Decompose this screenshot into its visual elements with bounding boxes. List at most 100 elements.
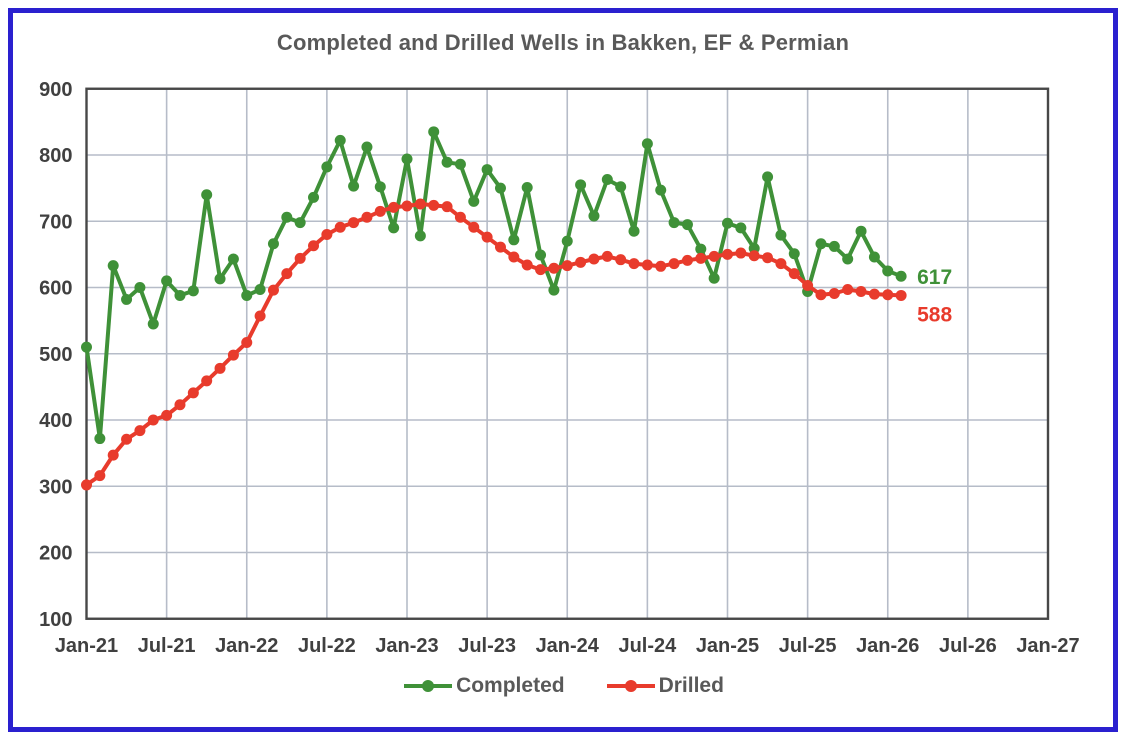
data-point bbox=[468, 195, 480, 207]
data-point bbox=[508, 251, 520, 263]
x-axis-tick-label: Jan-24 bbox=[536, 635, 600, 657]
data-point bbox=[187, 285, 199, 297]
legend-label-drilled: Drilled bbox=[658, 674, 724, 697]
x-axis-tick-label: Jul-22 bbox=[298, 635, 356, 657]
x-axis-tick-label: Jan-25 bbox=[696, 635, 759, 657]
chart-title: Completed and Drilled Wells in Bakken, E… bbox=[276, 30, 850, 55]
data-point bbox=[494, 182, 506, 194]
data-point bbox=[227, 349, 239, 361]
data-point bbox=[882, 289, 894, 301]
data-point bbox=[521, 181, 533, 193]
data-point bbox=[254, 310, 266, 322]
x-axis-tick-label: Jul-23 bbox=[458, 635, 516, 657]
data-point bbox=[615, 181, 627, 193]
data-point bbox=[308, 240, 320, 252]
chart-legend: Completed Drilled bbox=[0, 674, 1126, 698]
data-point bbox=[668, 217, 680, 229]
data-point bbox=[641, 259, 653, 271]
data-point bbox=[855, 285, 867, 297]
data-point bbox=[214, 362, 226, 374]
data-point bbox=[575, 256, 587, 268]
data-point bbox=[94, 470, 106, 482]
data-point bbox=[842, 253, 854, 265]
data-point bbox=[681, 254, 693, 266]
data-point bbox=[655, 260, 667, 272]
data-point bbox=[161, 275, 173, 287]
data-point bbox=[828, 240, 840, 252]
data-point bbox=[815, 289, 827, 301]
y-axis-tick-label: 700 bbox=[39, 211, 72, 233]
data-point bbox=[762, 171, 774, 183]
data-point bbox=[281, 268, 293, 280]
legend-label-completed: Completed bbox=[456, 674, 565, 697]
data-point bbox=[454, 158, 466, 170]
data-point bbox=[788, 268, 800, 280]
y-axis-tick-label: 100 bbox=[39, 609, 72, 631]
x-axis-tick-label: Jan-27 bbox=[1016, 635, 1079, 657]
y-axis-tick-label: 600 bbox=[39, 278, 72, 300]
data-point bbox=[107, 449, 119, 461]
data-point bbox=[414, 198, 426, 210]
data-point bbox=[775, 258, 787, 270]
data-point bbox=[668, 258, 680, 270]
data-point bbox=[575, 179, 587, 191]
data-point bbox=[214, 273, 226, 285]
series-markers-drilled bbox=[81, 198, 907, 491]
data-point bbox=[521, 259, 533, 271]
data-point bbox=[81, 341, 92, 353]
data-point bbox=[267, 238, 279, 250]
outer-blue-frame bbox=[8, 8, 1118, 732]
data-point bbox=[681, 219, 693, 231]
data-point bbox=[802, 280, 814, 292]
data-point bbox=[535, 249, 547, 261]
drilled-end-value-label: 588 bbox=[917, 303, 952, 326]
data-point bbox=[615, 254, 627, 266]
data-point bbox=[281, 211, 293, 223]
data-point bbox=[481, 231, 493, 243]
data-point bbox=[561, 235, 573, 247]
data-point bbox=[174, 399, 186, 411]
data-point bbox=[868, 251, 880, 263]
data-point bbox=[414, 230, 426, 242]
data-point bbox=[561, 260, 573, 272]
data-point bbox=[588, 253, 600, 265]
data-point bbox=[655, 184, 667, 196]
data-point bbox=[535, 264, 547, 276]
data-point bbox=[201, 189, 213, 201]
series-line-completed bbox=[84, 129, 904, 441]
data-point bbox=[695, 243, 707, 255]
data-point bbox=[308, 191, 320, 203]
data-point bbox=[121, 433, 133, 445]
data-point bbox=[601, 250, 613, 262]
data-point bbox=[254, 283, 266, 295]
data-point bbox=[641, 138, 653, 150]
data-point bbox=[494, 241, 506, 253]
data-point bbox=[735, 247, 747, 259]
gridlines bbox=[86, 88, 1048, 619]
data-point bbox=[241, 336, 253, 348]
data-point bbox=[374, 181, 386, 193]
data-point bbox=[267, 284, 279, 296]
y-axis-tick-label: 500 bbox=[39, 344, 72, 366]
data-point bbox=[321, 161, 333, 173]
x-axis-tick-label: Jan-23 bbox=[375, 635, 438, 657]
y-axis-tick-label: 800 bbox=[39, 145, 72, 167]
data-point bbox=[548, 284, 560, 296]
data-point bbox=[895, 289, 907, 301]
legend-item-drilled: Drilled bbox=[605, 674, 724, 698]
data-point bbox=[441, 156, 453, 168]
data-point bbox=[187, 387, 199, 399]
data-point bbox=[868, 288, 880, 300]
data-point bbox=[334, 134, 346, 146]
data-point bbox=[348, 217, 360, 229]
data-point bbox=[788, 248, 800, 260]
data-point bbox=[121, 293, 133, 305]
data-point bbox=[735, 222, 747, 234]
data-point bbox=[882, 265, 894, 277]
completed-line-marker-icon bbox=[404, 680, 453, 692]
x-axis-tick-label: Jan-22 bbox=[215, 635, 278, 657]
data-point bbox=[708, 272, 720, 284]
data-point bbox=[628, 225, 640, 237]
data-point bbox=[468, 221, 480, 233]
